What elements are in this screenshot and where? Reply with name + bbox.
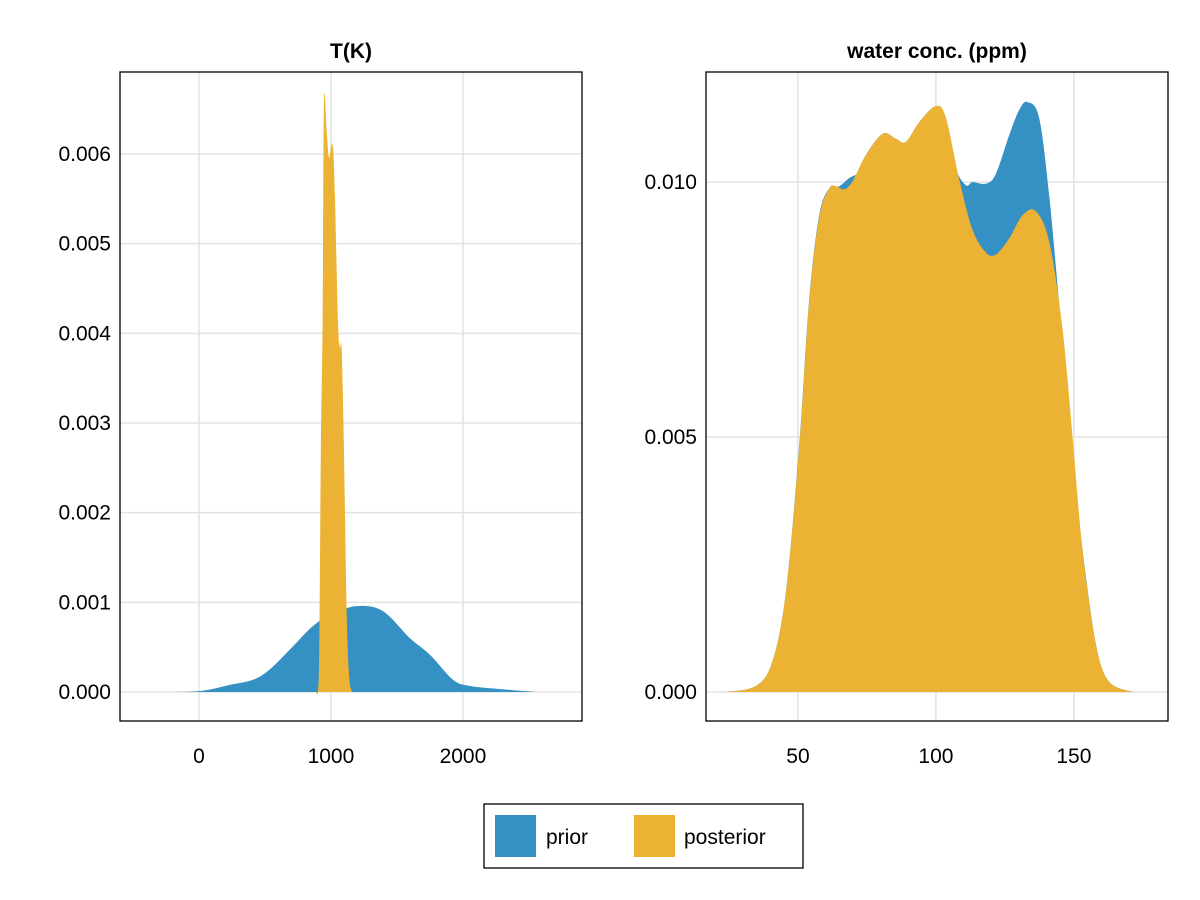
x-tick-label: 2000 xyxy=(440,745,487,768)
panel-water-concentration: water conc. (ppm) 50 100 150 0.000 0.005 0.01… xyxy=(644,40,1169,768)
density-area-posterior xyxy=(315,92,353,695)
y-tick-label: 0.005 xyxy=(644,426,697,449)
x-tick-label: 150 xyxy=(1056,745,1091,768)
y-tick-label: 0.000 xyxy=(58,681,111,704)
y-tick-label: 0.010 xyxy=(644,171,697,194)
y-tick-label: 0.005 xyxy=(58,233,111,256)
y-tick-label: 0.000 xyxy=(644,681,697,704)
panel-title: water conc. (ppm) xyxy=(846,40,1027,63)
y-tick-label: 0.003 xyxy=(58,412,111,435)
legend: prior posterior xyxy=(483,803,804,869)
density-area-posterior xyxy=(725,105,1133,692)
panel-temperature: T(K) 0 1000 2000 0.000 0.001 0.002 0.003 0.004 0… xyxy=(58,40,583,768)
legend-label-prior: prior xyxy=(546,826,588,849)
axes-frame xyxy=(119,71,583,722)
panel-title: T(K) xyxy=(330,40,372,63)
y-tick-label: 0.001 xyxy=(58,591,111,614)
x-tick-label: 1000 xyxy=(308,745,355,768)
y-tick-label: 0.006 xyxy=(58,143,111,166)
legend-swatch-prior xyxy=(495,815,536,857)
legend-swatch-posterior xyxy=(634,815,675,857)
legend-label-posterior: posterior xyxy=(684,826,766,849)
y-tick-label: 0.002 xyxy=(58,502,111,525)
x-tick-label: 50 xyxy=(786,745,809,768)
y-tick-label: 0.004 xyxy=(58,322,111,345)
axes-frame xyxy=(705,71,1169,722)
x-tick-label: 100 xyxy=(918,745,953,768)
x-tick-label: 0 xyxy=(193,745,205,768)
